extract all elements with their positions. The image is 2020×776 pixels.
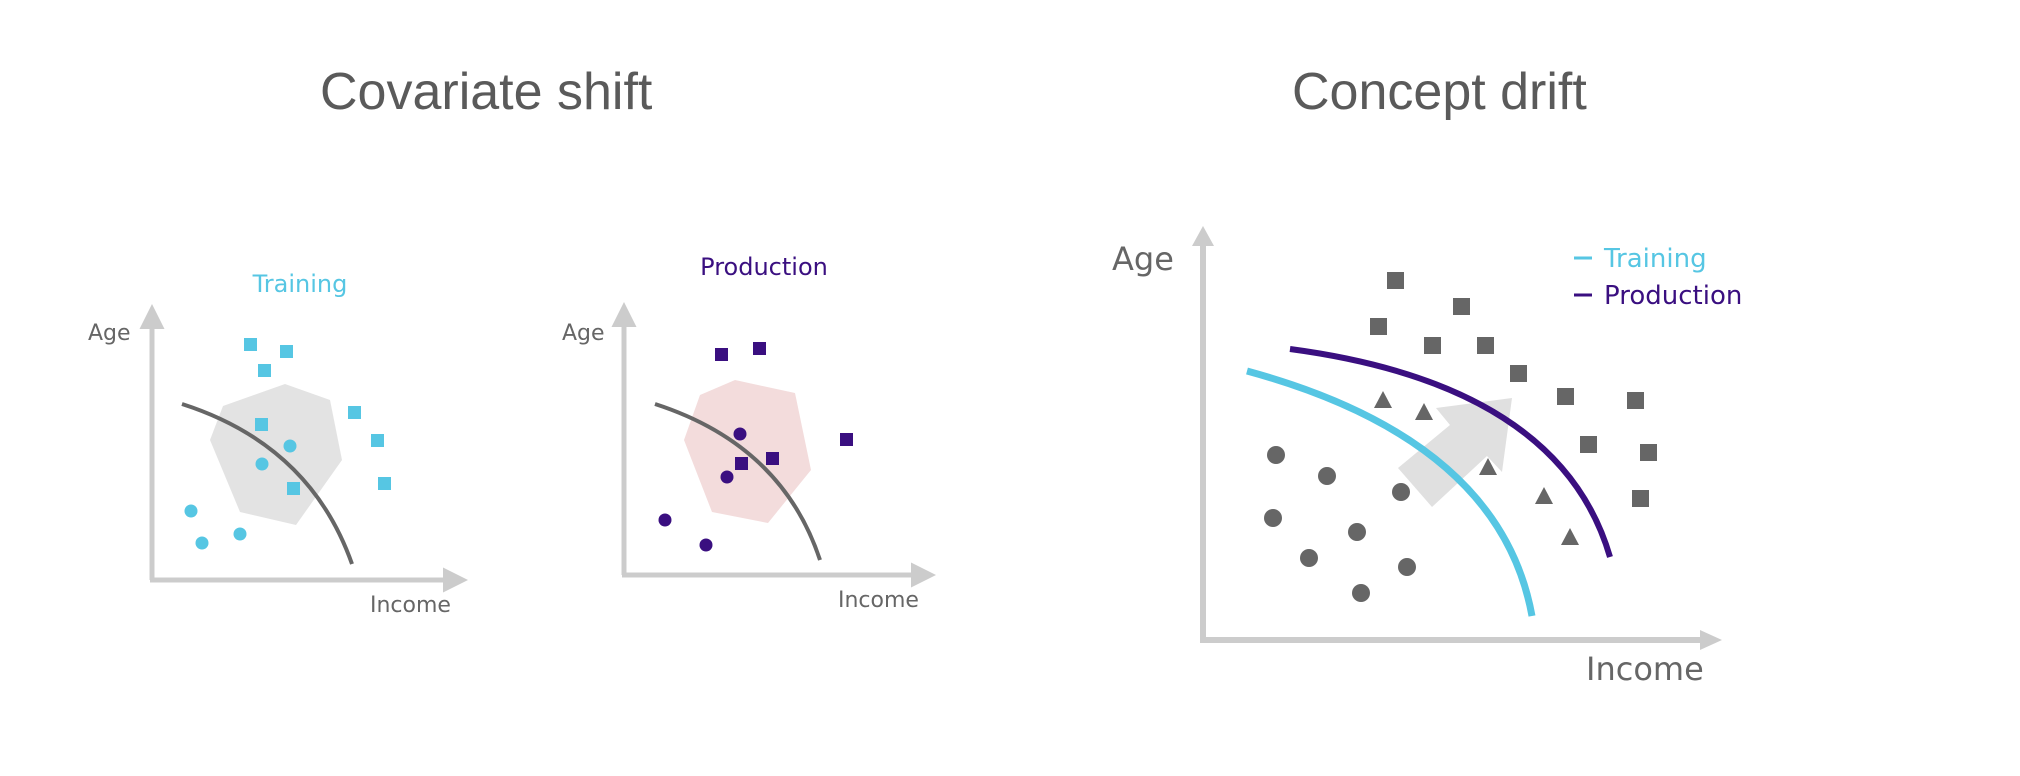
- square-point: [1632, 490, 1649, 507]
- circle-point: [658, 513, 672, 527]
- concept-drift-panel: Age Income Training Production: [1112, 226, 1742, 688]
- square-point: [1424, 337, 1441, 354]
- square-point: [348, 406, 361, 419]
- square-point: [735, 457, 748, 470]
- square-point: [378, 477, 391, 490]
- training-x-axis-label: Income: [370, 593, 451, 618]
- concept-y-arrowhead: [1192, 226, 1214, 246]
- square-point: [766, 452, 779, 465]
- drift-shift-arrow: [1398, 398, 1512, 507]
- square-point: [280, 345, 293, 358]
- square-point: [753, 342, 766, 355]
- square-point: [371, 434, 384, 447]
- triangle-point: [1415, 403, 1433, 420]
- square-point: [715, 348, 728, 361]
- legend-label-training: Training: [1603, 244, 1707, 274]
- circle-point: [233, 527, 247, 541]
- square-point: [840, 433, 853, 446]
- triangle-point: [1374, 391, 1392, 408]
- production-boundary-curve: [1289, 346, 1613, 558]
- circle-point: [699, 538, 713, 552]
- circle-point: [1352, 584, 1370, 602]
- circle-point: [733, 427, 747, 441]
- square-point: [258, 364, 271, 377]
- circle-point: [195, 536, 209, 550]
- circle-point: [1300, 549, 1318, 567]
- training-panel: Training Age Income: [88, 270, 468, 618]
- legend: Training Production: [1574, 244, 1742, 311]
- concept-x-arrowhead: [1700, 630, 1722, 650]
- square-point: [1640, 444, 1657, 461]
- title-covariate-shift: Covariate shift: [320, 63, 653, 121]
- production-decision-boundary: [654, 402, 822, 561]
- production-label: Production: [700, 253, 828, 281]
- circle-point: [1392, 483, 1410, 501]
- production-panel: Production Age Income: [562, 253, 936, 613]
- production-circles: [658, 427, 747, 552]
- circle-point: [1264, 509, 1282, 527]
- production-x-axis-label: Income: [838, 588, 919, 613]
- circle-point: [1398, 558, 1416, 576]
- concept-x-axis-label: Income: [1586, 650, 1704, 688]
- square-point: [1477, 337, 1494, 354]
- training-y-axis-label: Age: [88, 321, 131, 346]
- circle-point: [720, 470, 734, 484]
- circle-point: [1318, 467, 1336, 485]
- triangle-point: [1561, 528, 1579, 545]
- production-squares: [715, 342, 853, 470]
- training-circles: [184, 439, 297, 550]
- square-point: [1370, 318, 1387, 335]
- triangle-point: [1479, 458, 1497, 475]
- concept-y-axis-label: Age: [1112, 240, 1174, 278]
- circle-point: [283, 439, 297, 453]
- legend-label-production: Production: [1604, 281, 1742, 311]
- circle-point: [255, 457, 269, 471]
- circle-point: [1348, 523, 1366, 541]
- training-decision-boundary: [181, 402, 354, 565]
- circle-point: [184, 504, 198, 518]
- concept-circles: [1264, 446, 1416, 602]
- square-point: [287, 482, 300, 495]
- training-squares: [244, 338, 391, 495]
- concept-triangles: [1374, 391, 1579, 545]
- title-concept-drift: Concept drift: [1292, 63, 1587, 121]
- square-point: [255, 418, 268, 431]
- production-y-axis-label: Age: [562, 321, 605, 346]
- square-point: [244, 338, 257, 351]
- square-point: [1453, 298, 1470, 315]
- square-point: [1627, 392, 1644, 409]
- square-point: [1580, 436, 1597, 453]
- training-boundary-curve: [1246, 367, 1536, 617]
- square-point: [1510, 365, 1527, 382]
- circle-point: [1267, 446, 1285, 464]
- square-point: [1387, 272, 1404, 289]
- square-point: [1557, 388, 1574, 405]
- concept-squares: [1370, 272, 1657, 507]
- training-label: Training: [252, 270, 348, 298]
- triangle-point: [1535, 487, 1553, 504]
